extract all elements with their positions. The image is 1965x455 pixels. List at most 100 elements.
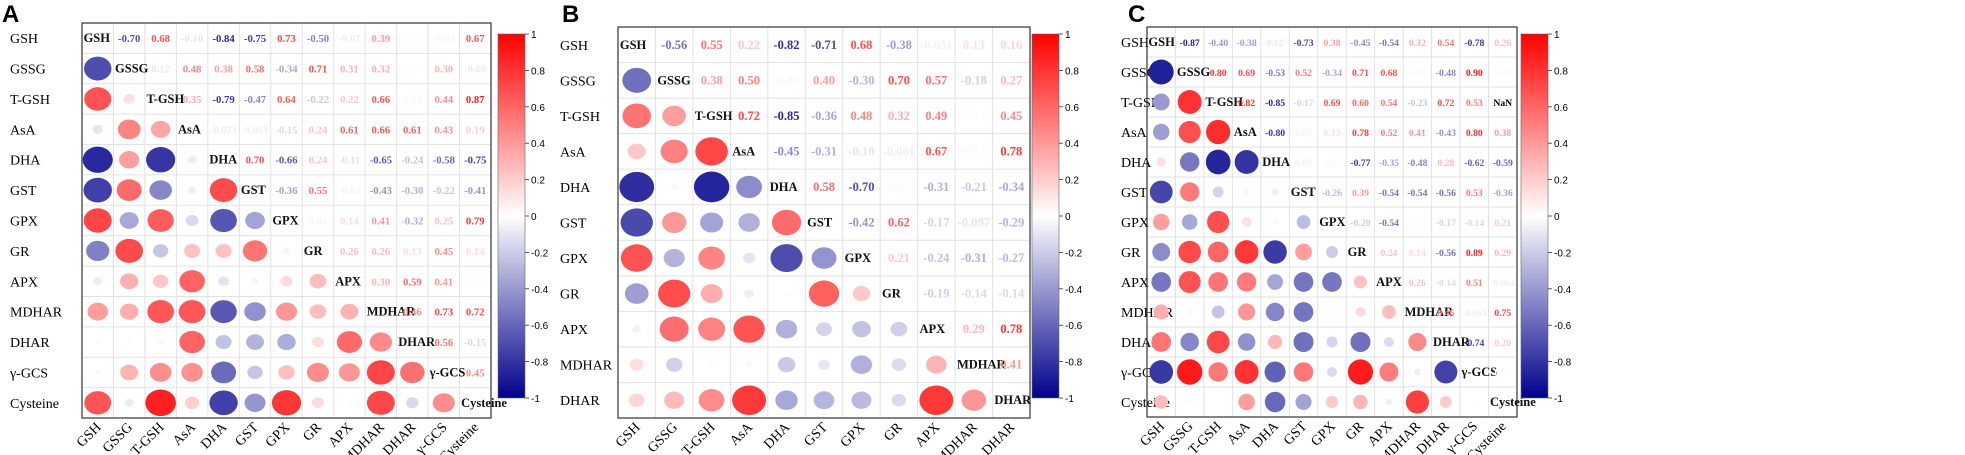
correlation-value: -0.30: [848, 73, 874, 87]
correlation-value: -0.56: [1436, 188, 1456, 199]
correlation-value: -0.15: [275, 124, 297, 136]
correlation-circle: [664, 391, 685, 409]
correlation-value: -0.31: [923, 180, 949, 194]
correlation-circle: [1187, 309, 1193, 315]
correlation-value: 0.02: [403, 64, 422, 76]
correlation-circle: [123, 94, 135, 104]
row-label: GPX: [10, 215, 38, 230]
diagonal-label: DHAR: [1433, 335, 1471, 349]
correlation-value: -0.71: [811, 38, 837, 52]
correlation-value: -0.59: [1493, 158, 1513, 169]
correlation-circle: [1241, 217, 1252, 227]
correlation-value: -0.85: [1265, 98, 1285, 109]
correlation-circle: [282, 247, 291, 255]
correlation-circle: [95, 340, 101, 345]
correlation-value: 0.46: [403, 307, 422, 319]
correlation-circle: [1330, 310, 1334, 314]
diagonal-label: APX: [1376, 275, 1402, 289]
diagonal-label: GSSG: [115, 62, 149, 76]
correlation-circle: [1264, 361, 1286, 383]
correlation-circle: [405, 397, 419, 409]
correlation-value: -0.38: [886, 38, 912, 52]
correlation-value: 0.45: [1000, 109, 1022, 123]
correlation-value: 0.41: [372, 216, 391, 228]
correlation-circle: [1206, 330, 1230, 354]
correlation-circle: [1180, 332, 1199, 352]
colorbar-tick-label: 1: [1554, 30, 1560, 41]
correlation-value: 0.30: [434, 64, 453, 76]
correlation-circle: [1205, 149, 1231, 175]
colorbar-tick-label: -1: [1065, 394, 1074, 405]
correlation-circle: [1151, 272, 1172, 292]
correlation-circle: [1208, 272, 1228, 292]
correlation-circle: [620, 244, 653, 272]
correlation-circle: [770, 244, 803, 273]
row-label: GSH: [10, 32, 38, 47]
correlation-circle: [245, 211, 265, 230]
colorbar-tick-label: -0.2: [1065, 248, 1083, 259]
correlation-circle: [366, 360, 395, 385]
row-label: GST: [1121, 186, 1148, 201]
correlation-value: -0.58: [433, 155, 455, 167]
correlation-value: 0.48: [183, 64, 202, 76]
row-label: GSH: [560, 39, 588, 54]
correlation-circle: [115, 238, 144, 263]
grid: [618, 27, 1030, 418]
colorbar-tick-label: 0.4: [1554, 139, 1568, 150]
correlation-value: 0.54: [1437, 38, 1454, 49]
diagonal-label: GPX: [272, 214, 298, 228]
correlation-circle: [244, 302, 266, 322]
correlation-value: -0.064: [1490, 278, 1515, 289]
diagonal-label: GSH: [1148, 35, 1175, 49]
correlation-circle: [695, 137, 728, 166]
diagonal-label: GPX: [1319, 215, 1345, 229]
correlation-value: -0.73: [1293, 38, 1313, 49]
correlation-circle: [251, 278, 259, 285]
row-label: APX: [10, 275, 38, 290]
correlation-circle: [1234, 360, 1259, 384]
colorbar-tick-label: 0.8: [531, 66, 545, 77]
correlation-circle: [347, 400, 352, 405]
correlation-circle: [120, 273, 139, 290]
correlation-circle: [743, 252, 756, 264]
diagonal-label: AsA: [732, 144, 755, 158]
correlation-value: 0.67: [925, 144, 947, 158]
colorbar-tick-label: 1: [1065, 30, 1071, 41]
correlation-value: -0.65: [370, 155, 392, 167]
column-label: T-GSH: [1186, 419, 1225, 455]
correlation-value: 0.31: [340, 64, 359, 76]
colorbar-tick-label: -0.2: [1554, 248, 1572, 259]
correlation-value: 0.72: [1437, 98, 1454, 109]
correlation-value: -0.071: [210, 124, 238, 136]
correlation-circle: [340, 303, 359, 320]
correlation-value: 0.75: [1494, 308, 1511, 319]
colorbar-tick-label: -0.2: [531, 248, 549, 259]
correlation-value: 0.55: [701, 38, 723, 52]
correlation-circle: [120, 364, 139, 381]
diagonal-label: DHA: [1262, 155, 1290, 169]
correlation-circle: [808, 280, 840, 307]
correlation-circle: [1350, 331, 1371, 353]
correlation-value: 0.78: [1000, 322, 1022, 336]
correlation-circle: [775, 319, 798, 339]
correlation-circle: [1178, 240, 1201, 264]
row-label: GSH: [1121, 36, 1149, 51]
correlation-value: -0.53: [1265, 68, 1285, 79]
correlation-value: 0.39: [1352, 188, 1369, 199]
correlation-circle: [312, 336, 324, 348]
correlation-circle: [698, 246, 725, 270]
correlation-value: 0.02: [403, 33, 422, 45]
colorbar: 1 0.8 0.6 0.4 0.2 0 -0.2 -0.4 -0.6 -0.8 -1: [1520, 30, 1572, 405]
correlation-circle: [891, 393, 907, 407]
correlation-circle: [147, 209, 174, 232]
correlation-circle: [663, 248, 685, 268]
colorbar-tick-label: 0: [1065, 212, 1071, 223]
correlation-circle: [210, 208, 237, 233]
grid: [1147, 27, 1517, 417]
column-label: GR: [1343, 419, 1368, 444]
row-label: GST: [560, 217, 587, 232]
correlation-value: -0.42: [848, 216, 874, 230]
correlation-value: -0.70: [848, 180, 874, 194]
column-label: DHA: [761, 420, 794, 453]
correlation-circle: [338, 363, 360, 382]
